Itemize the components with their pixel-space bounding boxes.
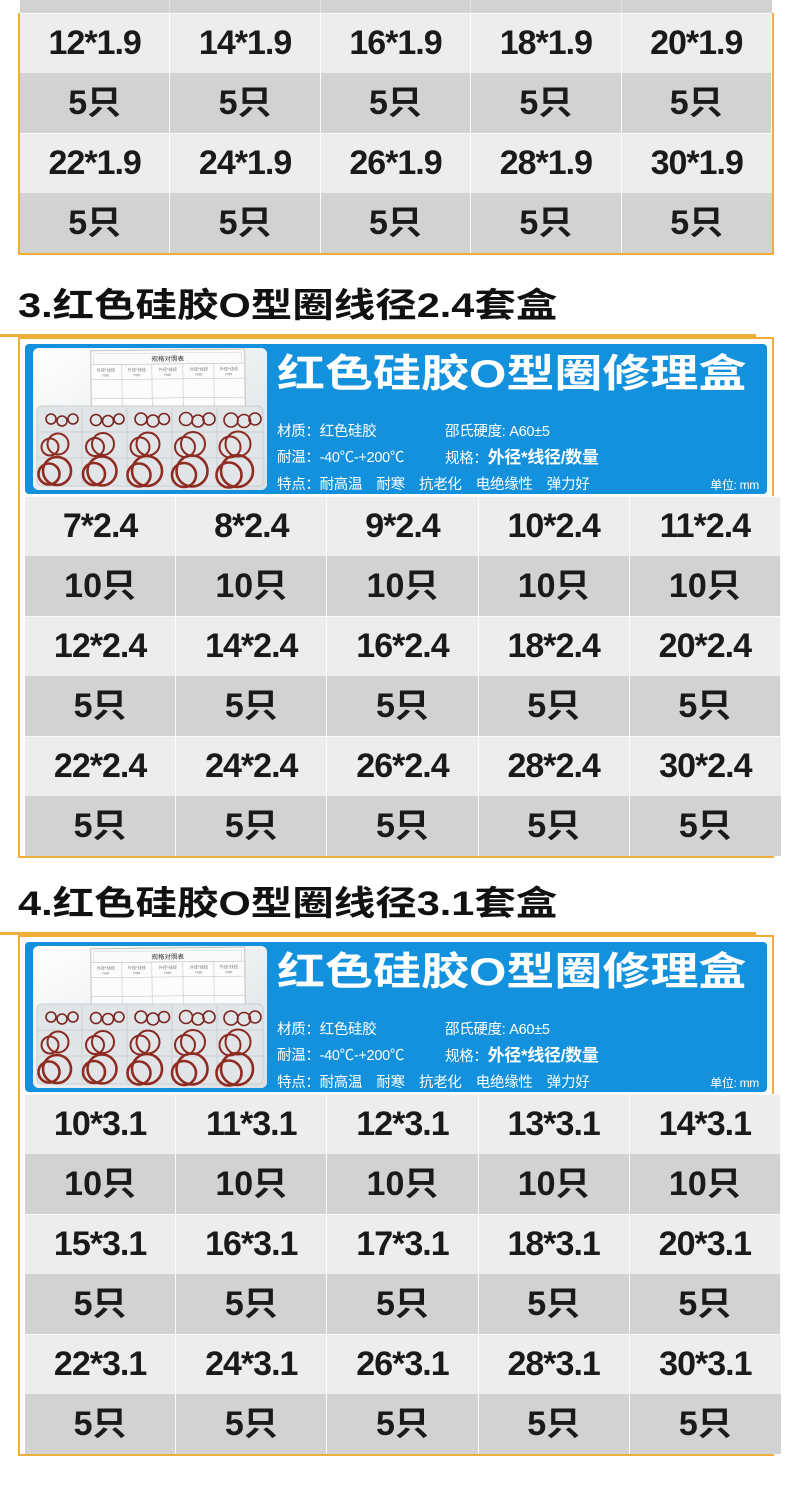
svg-text:mm: mm <box>164 970 172 975</box>
svg-text:规格对照表: 规格对照表 <box>151 354 184 363</box>
svg-text:规格对照表: 规格对照表 <box>151 952 184 961</box>
svg-text:mm: mm <box>164 372 172 377</box>
svg-text:mm: mm <box>225 371 233 376</box>
svg-text:mm: mm <box>133 970 141 975</box>
svg-text:mm: mm <box>102 373 110 378</box>
svg-text:mm: mm <box>133 372 141 377</box>
svg-text:mm: mm <box>195 970 203 975</box>
svg-text:mm: mm <box>225 969 233 974</box>
svg-text:mm: mm <box>195 372 203 377</box>
svg-text:mm: mm <box>102 971 110 976</box>
